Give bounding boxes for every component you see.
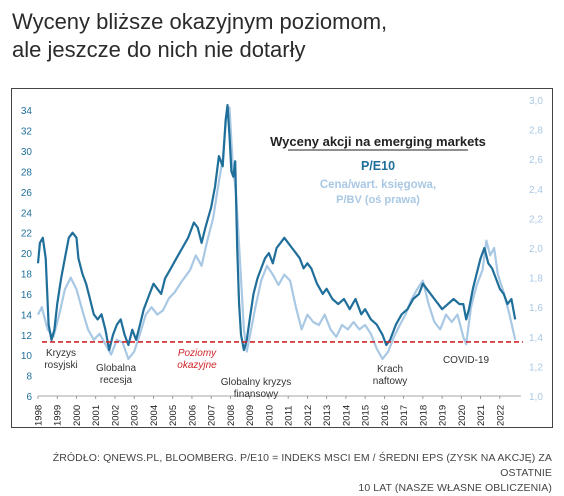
y-left-tick: 30 [21,147,33,158]
annotation-kryzys: rosyjski [44,360,77,371]
y-left-tick: 6 [26,392,32,403]
chart-frame [11,88,553,428]
chart-title: Wyceny akcji na emerging markets [270,134,486,149]
legend-pe10: P/E10 [361,159,395,173]
y-left-tick: 32 [21,127,33,138]
footnote-line-1: ŹRÓDŁO: QNEWS.PL, BLOOMBERG. P/E10 = IND… [52,452,552,479]
x-tick-label: 2005 [168,405,179,426]
headline: Wyceny bliższe okazyjnym poziomom, ale j… [12,8,552,64]
annotation-globalna: Globalna [96,363,136,374]
x-tick-label: 2003 [130,405,141,426]
y-left-tick: 26 [21,188,33,199]
annotation-kryzys_fin: Globalny kryzys [221,377,292,388]
y-right-tick: 1,0 [529,392,543,403]
y-right-tick: 2,4 [529,185,543,196]
y-right-tick: 1,2 [529,362,543,373]
x-tick-label: 2019 [438,405,449,426]
x-tick-label: 2010 [264,405,275,426]
x-tick-label: 1999 [53,405,64,426]
annotation-kryzys: Kryzys [46,348,76,359]
x-tick-label: 2001 [91,405,102,426]
x-tick-label: 2004 [149,405,160,426]
y-right-tick: 1,6 [529,303,543,314]
annotation-covid: COVID-19 [443,355,490,366]
annotation-poziomy: okazyjne [177,360,217,371]
x-tick-label: 2008 [226,405,237,426]
x-tick-label: 2016 [380,405,391,426]
y-right-tick: 2,2 [529,214,543,225]
footnote-line-2: 10 LAT (NASZE WŁASNE OBLICZENIA) [358,482,552,494]
y-left-tick: 18 [21,270,33,281]
y-right-tick: 3,0 [529,96,543,107]
y-right-tick: 2,0 [529,244,543,255]
y-left-tick: 24 [21,208,33,219]
series-line-pbv [37,106,517,361]
x-tick-label: 2017 [399,405,410,426]
series-line-pe10 [36,104,517,352]
y-left-tick: 34 [21,106,33,117]
y-right-tick: 1,4 [529,333,543,344]
source-footnote: ŹRÓDŁO: QNEWS.PL, BLOOMBERG. P/E10 = IND… [12,451,552,496]
x-tick-label: 2018 [418,405,429,426]
x-tick-label: 2007 [207,405,218,426]
x-tick-label: 2012 [303,405,314,426]
y-left-tick: 10 [21,351,33,362]
legend-pbv-line2: P/BV (oś prawa) [336,194,420,206]
headline-line-1: Wyceny bliższe okazyjnym poziomom, [12,9,388,34]
x-tick-label: 2022 [495,405,506,426]
y-left-tick: 14 [21,310,33,321]
x-tick-label: 2009 [245,405,256,426]
annotation-krach: naftowy [373,376,407,387]
x-tick-label: 2011 [284,406,295,426]
y-left-tick: 8 [26,372,32,383]
annotation-krach: Krach [377,364,403,375]
x-tick-label: 2015 [361,405,372,426]
annotation-poziomy: Poziomy [178,348,217,359]
y-right-tick: 2,8 [529,126,543,137]
legend-pbv-line1: Cena/wart. księgowa, [320,179,436,191]
x-tick-label: 1998 [34,405,45,426]
x-tick-label: 2002 [110,405,121,426]
y-left-tick: 20 [21,249,33,260]
y-left-tick: 28 [21,167,33,178]
headline-line-2: ale jeszcze do nich nie dotarły [12,37,306,62]
y-left-tick: 16 [21,290,33,301]
y-left-tick: 12 [21,331,33,342]
x-tick-label: 2020 [457,405,468,426]
x-tick-label: 2006 [187,405,198,426]
annotation-globalna: recesja [100,375,133,386]
y-left-tick: 22 [21,229,33,240]
y-right-tick: 2,6 [529,155,543,166]
x-tick-label: 2014 [341,405,352,426]
annotation-kryzys_fin: finansowy [234,389,278,400]
x-tick-label: 2000 [72,405,83,426]
x-tick-label: 2013 [322,405,333,426]
y-right-tick: 1,8 [529,274,543,285]
x-tick-label: 2021 [476,405,487,426]
